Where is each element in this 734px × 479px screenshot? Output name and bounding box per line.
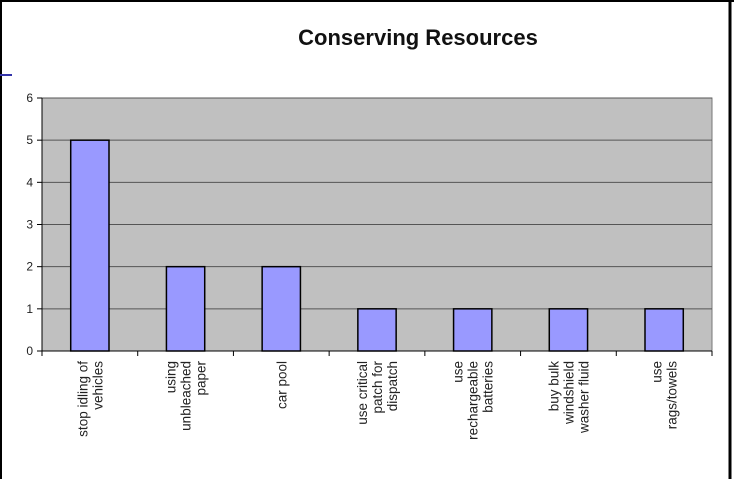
x-tick-label: stop idling ofvehicles: [75, 361, 105, 437]
x-tick-label: userechargeablebatteries: [451, 361, 496, 440]
category-label-line: rechargeable: [466, 361, 481, 440]
x-tick-label: use criticalpatch fordispatch: [355, 360, 400, 424]
x-tick-label: buy bulkwindshieldwasher fluid: [546, 361, 591, 434]
bars: [69, 139, 685, 352]
y-tick-label: 5: [26, 133, 33, 147]
category-label-line: rags/towels: [665, 361, 680, 430]
category-label-line: use: [451, 361, 466, 383]
category-label-line: vehicles: [90, 361, 105, 410]
category-label-line: patch for: [370, 360, 385, 413]
category-label-line: paper: [194, 360, 209, 395]
category-label-line: dispatch: [385, 361, 400, 411]
y-tick-label: 4: [26, 175, 33, 189]
category-label-line: use critical: [355, 361, 370, 425]
y-tick-label: 2: [26, 260, 33, 274]
category-label: use criticalpatch fordispatch: [355, 360, 400, 424]
x-tick-labels: stop idling ofvehicles usingunbleachedpap…: [41, 351, 713, 440]
category-label: car pool: [274, 361, 289, 409]
x-tick-label: car pool: [274, 361, 289, 409]
bar: [261, 265, 302, 352]
category-label-line: buy bulk: [546, 361, 561, 412]
y-tick-label: 0: [26, 344, 33, 358]
bar: [165, 265, 206, 352]
bar: [357, 308, 397, 352]
y-tick-label: 3: [26, 218, 33, 232]
category-label-line: unbleached: [179, 361, 194, 431]
category-label-line: windshield: [561, 361, 576, 425]
category-label: userechargeablebatteries: [451, 361, 496, 440]
category-label: userags/towels: [650, 361, 680, 430]
chart-title: Conserving Resources: [298, 25, 538, 50]
category-label: usingunbleachedpaper: [164, 360, 209, 430]
category-label-line: batteries: [481, 361, 496, 413]
bar: [644, 308, 685, 352]
category-label-line: car pool: [274, 361, 289, 409]
category-label-line: using: [164, 361, 179, 393]
category-label: stop idling ofvehicles: [75, 361, 105, 437]
y-tick-label: 6: [26, 91, 33, 105]
bar: [69, 139, 110, 352]
bar: [452, 308, 493, 352]
category-label-line: use: [650, 361, 665, 383]
category-label-line: washer fluid: [576, 361, 591, 434]
x-tick-label: usingunbleachedpaper: [164, 360, 209, 430]
bar: [548, 308, 589, 352]
y-tick-label: 1: [26, 302, 33, 316]
x-tick-label: userags/towels: [650, 361, 680, 430]
y-tick-labels: 0 1 2 3 4 5 6: [26, 91, 42, 358]
category-label-line: stop idling of: [75, 361, 90, 437]
category-label: buy bulkwindshieldwasher fluid: [546, 361, 591, 434]
